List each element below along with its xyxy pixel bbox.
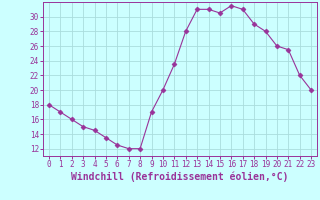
X-axis label: Windchill (Refroidissement éolien,°C): Windchill (Refroidissement éolien,°C): [71, 172, 289, 182]
